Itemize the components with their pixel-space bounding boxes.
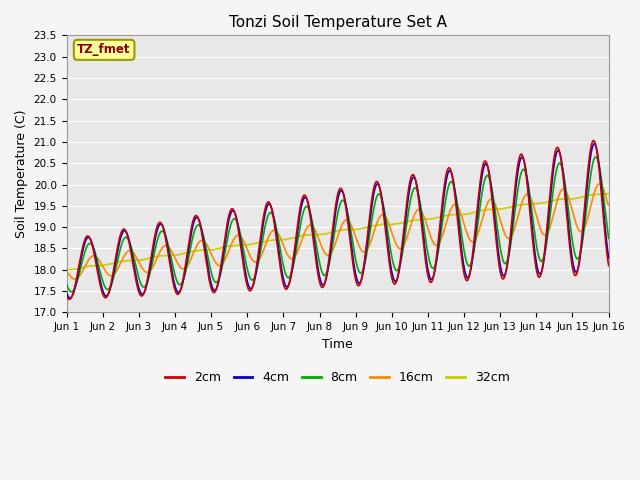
Title: Tonzi Soil Temperature Set A: Tonzi Soil Temperature Set A xyxy=(228,15,447,30)
X-axis label: Time: Time xyxy=(322,337,353,351)
Legend: 2cm, 4cm, 8cm, 16cm, 32cm: 2cm, 4cm, 8cm, 16cm, 32cm xyxy=(160,366,515,389)
Y-axis label: Soil Temperature (C): Soil Temperature (C) xyxy=(15,109,28,238)
Text: TZ_fmet: TZ_fmet xyxy=(77,43,131,56)
